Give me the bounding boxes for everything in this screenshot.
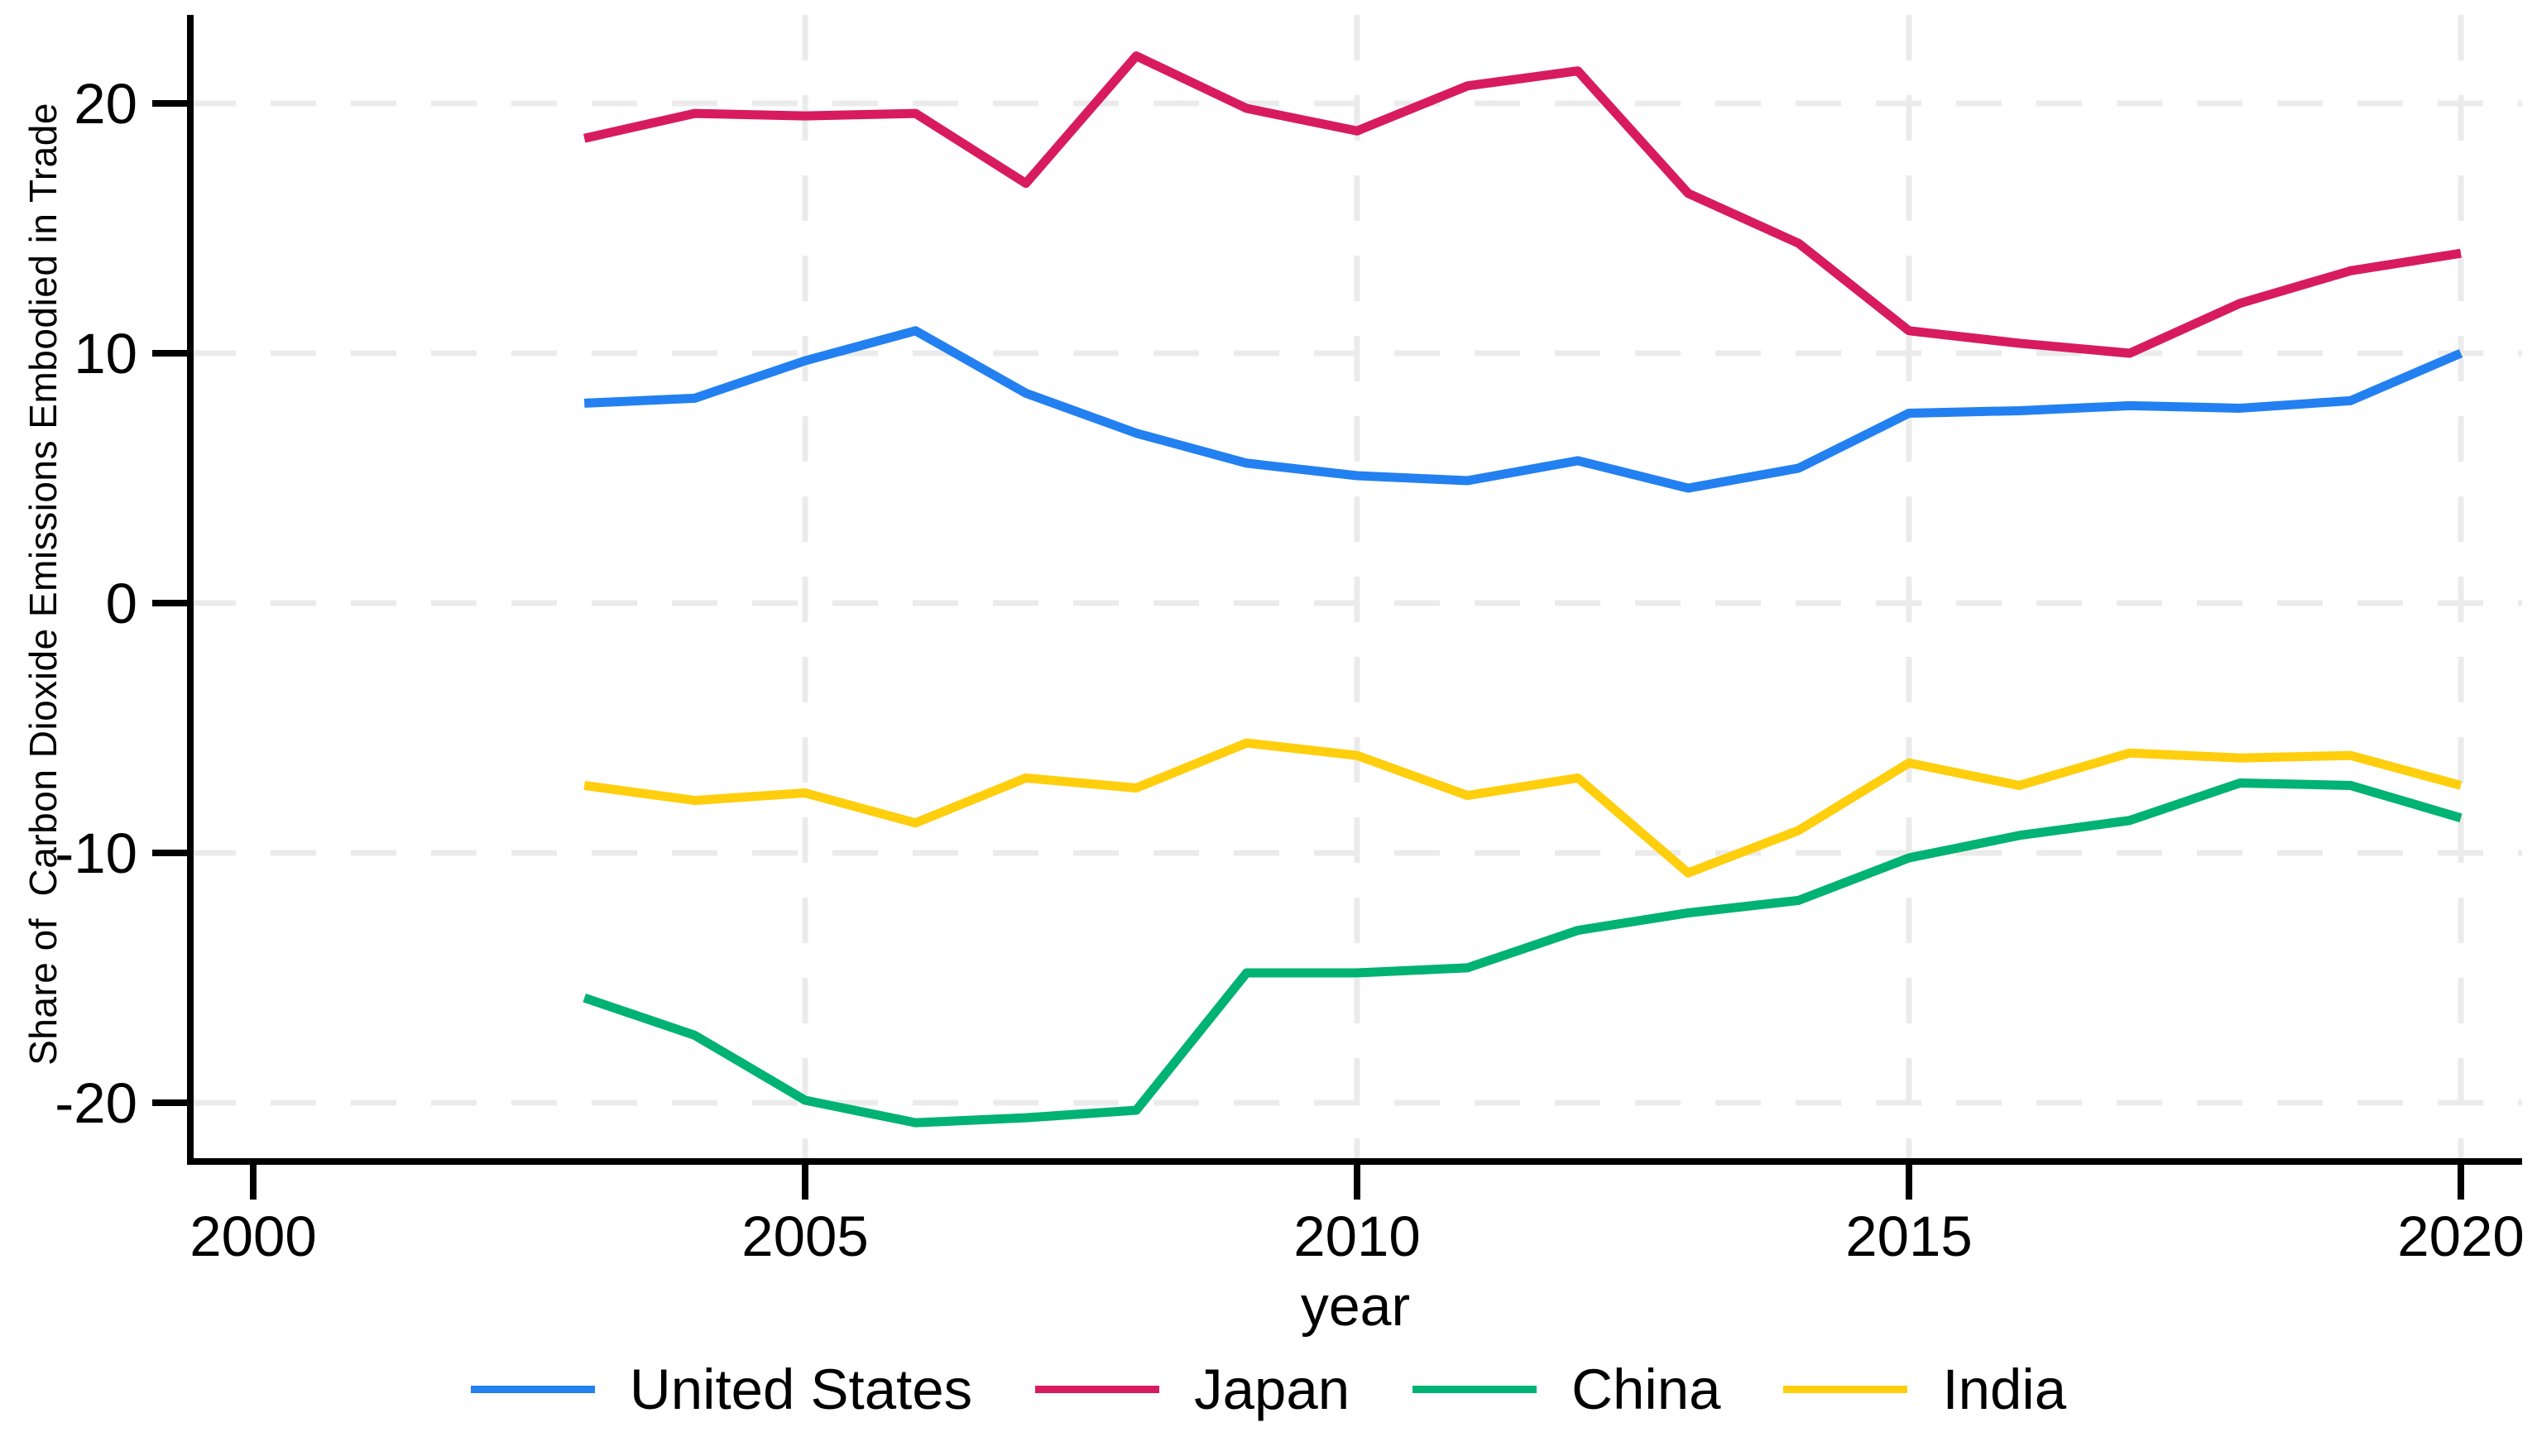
x-tick-label: 2000 (189, 1205, 317, 1268)
series-line-china (583, 778, 2463, 1128)
series-line-japan (583, 51, 2462, 358)
legend-swatch-icon (1412, 1386, 1537, 1393)
legend-item-united-states: United States (470, 1358, 973, 1421)
tick-labels: -20 -10 0 10 20 2000 2005 2010 2015 2020 (55, 72, 2524, 1268)
legend-swatch-icon (1783, 1386, 1908, 1393)
y-tick-label: 0 (106, 572, 137, 635)
legend-label: Japan (1194, 1358, 1350, 1421)
legend-label: China (1571, 1358, 1721, 1421)
legend-swatch-icon (1035, 1386, 1160, 1393)
y-tick-label: -10 (55, 821, 137, 885)
x-tick-label: 2020 (2397, 1205, 2525, 1268)
y-tick-label: 20 (74, 72, 137, 136)
legend-item-india: India (1783, 1361, 2066, 1418)
data-series-lines (583, 51, 2463, 1128)
legend-label: India (1942, 1358, 2067, 1421)
x-tick-label: 2005 (741, 1205, 869, 1268)
y-tick-label: 10 (74, 322, 137, 386)
x-axis-title: year (1300, 1275, 1411, 1338)
legend-item-china: China (1412, 1361, 1720, 1418)
x-tick-label: 2010 (1293, 1205, 1421, 1268)
legend-label: United States (629, 1358, 973, 1421)
y-axis-title: Share of Carbon Dioxide Emissions Embodi… (22, 103, 65, 1066)
y-tick-label: -20 (55, 1071, 137, 1135)
legend: United States Japan China India (0, 1361, 2537, 1418)
legend-swatch-icon (470, 1386, 595, 1393)
axes (152, 15, 2522, 1200)
gridlines (190, 15, 2522, 1161)
series-line-united-states (583, 326, 2463, 493)
x-tick-label: 2015 (1845, 1205, 1973, 1268)
series-line-india (583, 738, 2463, 878)
legend-item-japan: Japan (1035, 1361, 1350, 1418)
